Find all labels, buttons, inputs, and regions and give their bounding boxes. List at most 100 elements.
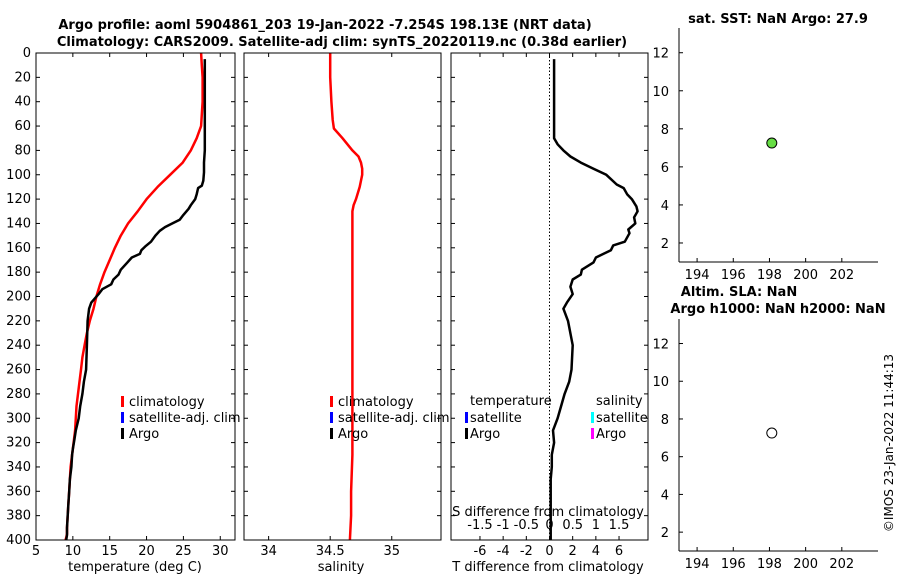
- x-tick-label: 198: [757, 557, 782, 572]
- y-tick-label: 6: [661, 161, 669, 176]
- x-tick-label: 15: [101, 544, 118, 559]
- y-tick-label: 160: [6, 241, 31, 256]
- series-line-climatology: [328, 53, 364, 541]
- sst-title: sat. SST: NaN Argo: 27.9: [688, 12, 868, 27]
- legend-swatch-argo: [330, 428, 333, 439]
- legend-label-argo: Argo: [338, 427, 368, 442]
- y-tick-label: 8: [661, 413, 669, 428]
- title-line-1: Argo profile: aoml 5904861_203 19-Jan-20…: [58, 18, 591, 33]
- credit-stamp: ©IMOS 23-Jan-2022 11:44:13: [882, 354, 896, 532]
- s-tick-label: 0.5: [562, 518, 583, 533]
- legend-swatch-s-argo: [591, 428, 594, 439]
- sla-title-2: Argo h1000: NaN h2000: NaN: [670, 302, 885, 317]
- y-tick-label: 20: [14, 70, 31, 85]
- s-tick-label: -0.5: [514, 518, 539, 533]
- s-tick-label: -1: [497, 518, 510, 533]
- x-tick-label: 196: [721, 557, 746, 572]
- temperature-legend: climatology satellite-adj. clim Argo: [121, 395, 241, 442]
- y-tick-label: 6: [661, 451, 669, 466]
- legend-label-t-argo: Argo: [470, 427, 500, 442]
- data-point-marker: [766, 427, 778, 439]
- x-tick-label: 194: [685, 268, 710, 283]
- y-tick-label: 320: [6, 436, 31, 451]
- x-tick-label: 4: [592, 544, 600, 559]
- y-tick-label: 10: [652, 375, 669, 390]
- x-tick-label: 6: [615, 544, 623, 559]
- legend-label-satellite: satellite-adj. clim: [129, 411, 241, 426]
- salinity-legend: climatology satellite-adj. clim Argo: [330, 395, 450, 442]
- x-tick-label: 202: [829, 557, 854, 572]
- legend-swatch-s-satellite: [591, 412, 594, 423]
- y-tick-label: 380: [6, 509, 31, 524]
- y-tick-label: 260: [6, 363, 31, 378]
- y-tick-label: 60: [14, 119, 31, 134]
- y-tick-label: 200: [6, 290, 31, 305]
- y-tick-label: 2: [661, 237, 669, 252]
- x-tick-label: 35: [383, 544, 400, 559]
- legend-label-s-argo: Argo: [596, 427, 626, 442]
- legend-swatch-climatology: [121, 396, 124, 407]
- y-tick-label: 8: [661, 123, 669, 138]
- x-tick-label: 20: [138, 544, 155, 559]
- legend-title-salinity: salinity: [596, 394, 643, 409]
- s-tick-label: 1.5: [609, 518, 630, 533]
- x-tick-label: 30: [212, 544, 229, 559]
- sla-title-1: Altim. SLA: NaN: [681, 285, 797, 300]
- salinity-panel: 34 34.5 35: [243, 52, 442, 559]
- x-tick-label: 202: [829, 268, 854, 283]
- temperature-xlabel: temperature (deg C): [68, 560, 202, 575]
- salinity-xlabel: salinity: [318, 560, 365, 575]
- x-tick-label: 25: [175, 544, 192, 559]
- y-tick-label: 220: [6, 314, 31, 329]
- y-tick-label: 240: [6, 338, 31, 353]
- legend-label-climatology: climatology: [338, 395, 414, 410]
- x-tick-label: 34.5: [316, 544, 345, 559]
- x-tick-label: 200: [793, 557, 818, 572]
- y-tick-label: 4: [661, 488, 669, 503]
- data-point-marker: [766, 137, 778, 149]
- x-tick-label: 2: [569, 544, 577, 559]
- plot-frame: [35, 52, 236, 541]
- y-tick-label: 300: [6, 411, 31, 426]
- y-tick-label: 280: [6, 387, 31, 402]
- series-line-argo: [64, 59, 207, 541]
- sla-map-panel: 194 196 198 200 202 2 4 6 8 10 12: [652, 319, 878, 572]
- legend-label-satellite: satellite-adj. clim: [338, 411, 450, 426]
- legend-swatch-argo: [121, 428, 124, 439]
- y-tick-label: 120: [6, 192, 31, 207]
- legend-swatch-t-satellite: [465, 412, 468, 423]
- legend-label-climatology: climatology: [129, 395, 205, 410]
- legend-label-s-satellite: satellite: [596, 411, 648, 426]
- x-tick-label: 34: [260, 544, 277, 559]
- y-tick-label: 140: [6, 216, 31, 231]
- x-tick-label: -2: [520, 544, 533, 559]
- y-tick-label: 360: [6, 484, 31, 499]
- y-tick-label: 340: [6, 460, 31, 475]
- legend-swatch-climatology: [330, 396, 333, 407]
- plot-frame: [450, 52, 649, 541]
- x-tick-label: -6: [473, 544, 486, 559]
- x-tick-label: 5: [32, 544, 40, 559]
- s-difference-xlabel: S difference from climatology: [452, 505, 644, 520]
- legend-label-argo: Argo: [129, 427, 159, 442]
- x-tick-label: -4: [497, 544, 510, 559]
- y-tick-label: 100: [6, 168, 31, 183]
- title-line-2: Climatology: CARS2009. Satellite-adj cli…: [57, 35, 627, 50]
- temperature-panel: 5 10 15 20 25 3002040608010012014016018020022…: [6, 46, 236, 559]
- difference-panel: -6 -4 -2 0 2 4 6-1.5 -1 -0.5 0 0.5 1 1.5: [450, 52, 649, 559]
- legend-label-t-satellite: satellite: [470, 411, 522, 426]
- y-tick-label: 12: [652, 338, 669, 353]
- series-line-argo-t-diff: [549, 59, 639, 540]
- x-tick-label: 196: [721, 268, 746, 283]
- y-tick-label: 12: [652, 47, 669, 62]
- y-tick-label: 80: [14, 143, 31, 158]
- y-tick-label: 4: [661, 199, 669, 214]
- y-tick-label: 0: [23, 46, 31, 61]
- legend-swatch-t-argo: [465, 428, 468, 439]
- x-tick-label: 198: [757, 268, 782, 283]
- sst-map-panel: 194 196 198 200 202 2 4 6 8 10 12: [652, 28, 878, 283]
- difference-legend: temperature satellite Argo salinity sate…: [465, 394, 648, 442]
- series-line-climatology: [64, 52, 204, 541]
- legend-title-temperature: temperature: [470, 394, 552, 409]
